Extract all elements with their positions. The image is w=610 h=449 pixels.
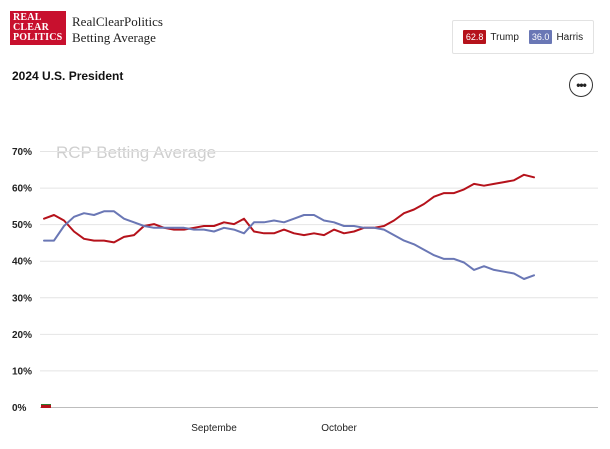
- legend-item-trump[interactable]: 62.8 Trump: [462, 30, 519, 44]
- y-tick-label: 10%: [12, 366, 32, 377]
- y-tick-label: 50%: [12, 220, 32, 231]
- y-tick-label: 20%: [12, 330, 32, 341]
- brand-name: RealClearPolitics: [72, 14, 163, 29]
- legend-label-harris: Harris: [556, 31, 584, 43]
- chart-legend: 62.8 Trump 36.0 Harris: [452, 20, 594, 54]
- rcp-logo[interactable]: REAL CLEAR POLITICS: [10, 11, 66, 45]
- y-tick-label: 40%: [12, 257, 32, 268]
- logo-line-2: CLEAR: [13, 22, 50, 33]
- brand-subtitle: Betting Average: [72, 30, 156, 45]
- series-line-trump: [43, 173, 535, 244]
- x-tick-label: Septembe: [191, 423, 237, 434]
- header: REAL CLEAR POLITICS RealClearPolitics Be…: [0, 0, 610, 60]
- series-line-harris: [43, 210, 535, 280]
- chart-watermark: RCP Betting Average: [56, 143, 216, 162]
- y-tick-label: 0%: [12, 403, 27, 414]
- legend-value-trump: 62.8: [462, 30, 487, 44]
- more-options-button[interactable]: •••: [569, 73, 593, 97]
- page-title: 2024 U.S. President: [12, 69, 124, 83]
- origin-marker: [41, 405, 51, 408]
- y-tick-label: 70%: [12, 147, 32, 158]
- legend-label-trump: Trump: [490, 31, 519, 43]
- logo-line-3: POLITICS: [13, 32, 63, 43]
- legend-item-harris[interactable]: 36.0 Harris: [528, 30, 584, 44]
- y-tick-label: 30%: [12, 293, 32, 304]
- y-tick-label: 60%: [12, 184, 32, 195]
- x-tick-label: October: [321, 423, 357, 434]
- legend-value-harris: 36.0: [528, 30, 553, 44]
- brand-text: RealClearPolitics Betting Average: [72, 14, 163, 46]
- more-horizontal-icon: •••: [576, 78, 587, 92]
- logo-line-1: REAL: [13, 12, 42, 23]
